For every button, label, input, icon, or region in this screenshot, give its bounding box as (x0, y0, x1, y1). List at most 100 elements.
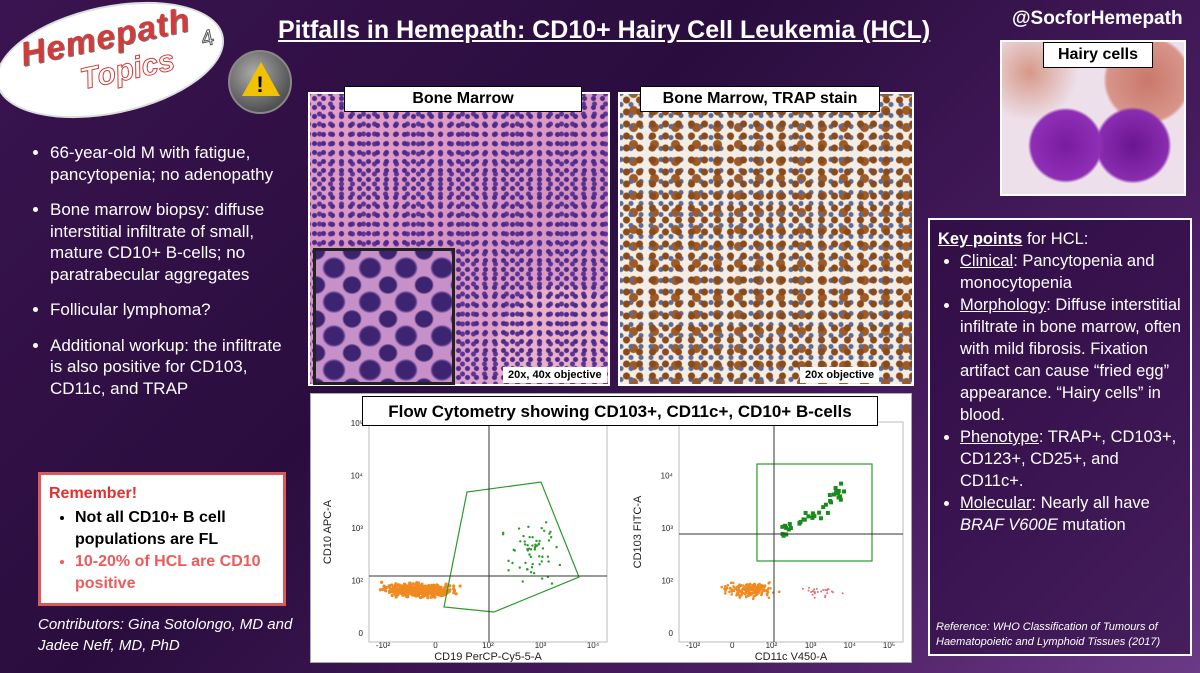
event-dot (801, 587, 804, 590)
case-bullets: 66-year-old M with fatigue, pancytopenia… (28, 142, 290, 413)
key-italic: BRAF V600E (960, 516, 1058, 534)
event-dot (827, 588, 830, 591)
x-axis-label: CD19 PerCP-Cy5-5-A (434, 651, 542, 662)
event-dot (801, 517, 806, 522)
x-axis-label: CD11c V450-A (755, 651, 828, 662)
gate (443, 481, 580, 613)
event-dot (549, 530, 552, 534)
event-dot (822, 589, 825, 592)
bullet: Follicular lymphoma? (50, 299, 290, 321)
event-dot (425, 589, 429, 593)
event-dot (783, 523, 788, 528)
event-dot (530, 566, 534, 569)
plot-frame (368, 421, 608, 643)
event-dot (517, 527, 521, 530)
event-dot (812, 590, 815, 593)
event-dot (831, 591, 834, 594)
event-dot (720, 585, 724, 589)
event-dot (542, 529, 546, 532)
event-dot (760, 592, 764, 596)
event-dot (401, 588, 405, 592)
event-dot (419, 584, 423, 588)
event-dot (529, 571, 533, 574)
event-dot (541, 555, 544, 558)
event-dot (538, 563, 541, 566)
event-dot (731, 581, 735, 585)
event-dot (780, 524, 785, 529)
event-dot (760, 590, 764, 594)
event-dot (835, 491, 840, 496)
event-dot (736, 588, 740, 592)
event-dot (798, 519, 803, 524)
logo: Hemepath Topics 4 (0, 0, 235, 137)
event-dot (454, 592, 458, 596)
event-dot (452, 587, 456, 591)
y-tick-label: 10⁴ (351, 472, 364, 481)
event-dot (523, 543, 527, 546)
warning-symbol: ! (256, 72, 264, 97)
key-label: Morphology (960, 296, 1047, 314)
event-dot (834, 489, 839, 494)
event-dot (397, 587, 401, 592)
event-dot (418, 596, 423, 600)
event-dot (394, 585, 398, 589)
bullet: 66-year-old M with fatigue, pancytopenia… (50, 142, 290, 185)
x-tick-label: 10² (766, 641, 778, 650)
key-text: : TRAP+, CD103+, CD123+, CD25+, and CD11… (960, 428, 1177, 490)
event-dot (813, 588, 816, 591)
x-tick-label: 0 (730, 641, 735, 650)
event-dot (823, 502, 828, 507)
event-dot (392, 590, 396, 594)
event-dot (758, 586, 761, 589)
event-dot (767, 596, 771, 600)
key-text: : Diffuse interstitial infiltrate in bon… (960, 296, 1182, 424)
event-dot (813, 591, 816, 594)
handle: @SocforHemepath (1012, 8, 1183, 29)
y-tick-label: 10⁵ (351, 419, 363, 428)
event-dot (392, 585, 396, 589)
event-dot (724, 587, 728, 591)
image-caption: 20x objective (800, 367, 880, 383)
event-dot (746, 583, 749, 586)
event-dot (436, 587, 441, 591)
event-dot (813, 596, 816, 599)
event-dot (836, 488, 841, 493)
flow-plots: CD10 APC-A CD19 PerCP-Cy5-5-A 10⁵ 10⁴ 10³ 10²… (322, 419, 904, 663)
event-dot (521, 580, 524, 583)
event-dot (767, 581, 771, 585)
event-dot (821, 505, 826, 510)
event-dot (534, 543, 537, 546)
event-dot (507, 569, 510, 572)
event-dot (741, 587, 745, 591)
event-dot (537, 543, 540, 546)
remember-title: Remember! (49, 485, 138, 502)
event-dot (786, 527, 791, 532)
event-dot (548, 532, 551, 535)
event-dot (750, 586, 754, 590)
event-dot (439, 590, 443, 594)
event-dot (507, 559, 510, 563)
event-dot (824, 589, 827, 592)
warning-icon: ! (228, 50, 292, 114)
event-dot (723, 592, 727, 595)
event-dot (836, 495, 841, 500)
event-dot (394, 595, 398, 599)
event-dot (529, 548, 533, 551)
event-dot (549, 536, 553, 539)
event-dot (409, 585, 413, 589)
event-dot (734, 587, 737, 591)
key-text: : Nearly all have (1031, 494, 1150, 512)
event-dot (820, 590, 823, 593)
event-dot (730, 588, 734, 592)
x-tick-label: -10² (686, 641, 701, 650)
event-dot (751, 597, 755, 601)
y-tick-label: 0 (359, 629, 364, 638)
event-dot (788, 525, 793, 530)
event-dot (838, 497, 843, 502)
event-dot (378, 588, 382, 592)
bullet: Bone marrow biopsy: diffuse interstitial… (50, 199, 290, 285)
event-dot (825, 510, 830, 515)
event-dot (528, 535, 531, 539)
y-tick-label: 10⁴ (661, 472, 674, 481)
